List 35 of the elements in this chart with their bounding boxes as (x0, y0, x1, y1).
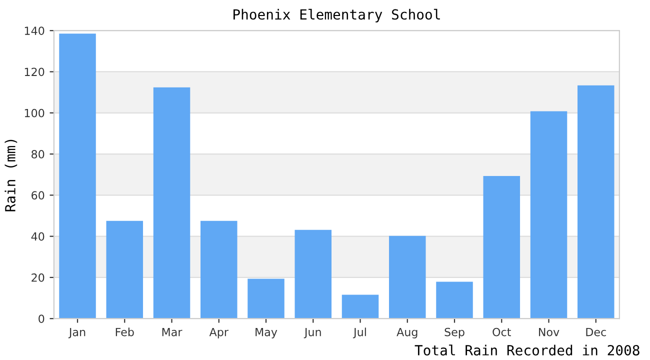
x-tick-label: Jan (68, 328, 86, 338)
x-tick-label: Jun (304, 328, 321, 338)
bar (342, 294, 379, 319)
y-tick-label: 100 (24, 108, 44, 118)
x-tick-label: Dec (586, 328, 606, 336)
x-tick-label: Sep (444, 328, 464, 338)
y-axis-title: Rain (mm) (4, 140, 18, 212)
chart-title: Phoenix Elementary School (234, 8, 440, 22)
x-tick-label: Jul (352, 328, 366, 338)
y-tick-label: 80 (32, 150, 44, 158)
y-tick-label: 40 (31, 232, 44, 241)
x-tick-label: Mar (162, 328, 182, 336)
y-tick-label: 140 (24, 26, 44, 35)
bar (248, 278, 284, 319)
y-tick-label: 0 (38, 314, 44, 323)
bar (436, 282, 473, 319)
bar (106, 220, 144, 319)
text: Total Rain Recorded in 2008 (414, 344, 640, 356)
x-tick-label: Nov (539, 328, 560, 336)
bar (294, 230, 332, 319)
bar (59, 34, 96, 319)
bar (153, 87, 190, 319)
x-tick-label: Oct (492, 328, 511, 336)
x-tick-label: Feb (116, 328, 134, 336)
x-tick-label: Aug (396, 328, 418, 338)
y-tick-label: 120 (24, 68, 44, 76)
x-tick-label: Apr (209, 328, 228, 338)
bar (578, 85, 614, 319)
bar (389, 236, 426, 319)
bar (200, 220, 238, 319)
bar (530, 111, 568, 319)
bar (483, 176, 520, 319)
x-tick-label: May (256, 328, 278, 338)
y-tick-label: 60 (32, 191, 44, 200)
y-tick-label: 20 (32, 273, 44, 282)
